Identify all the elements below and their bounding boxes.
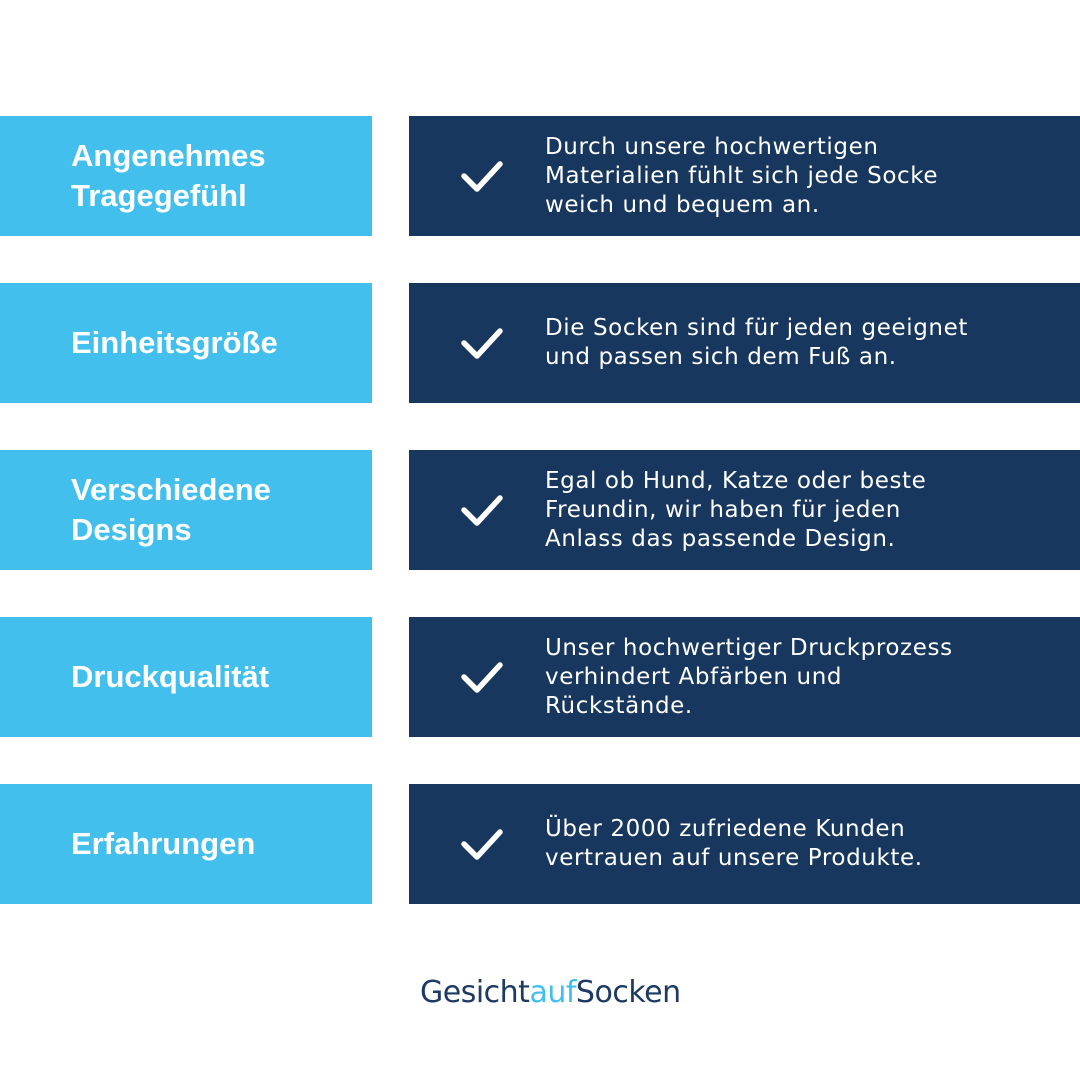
feature-title-box: Druckqualität [0, 617, 372, 737]
feature-description: Über 2000 zufriedene Kunden vertrauen au… [545, 816, 923, 871]
check-icon [461, 829, 503, 860]
check-icon [461, 328, 503, 359]
feature-description-box: Unser hochwertiger Druckprozess verhinde… [409, 617, 1080, 737]
feature-description-box: Die Socken sind für jeden geeignet und p… [409, 283, 1080, 403]
feature-description: Durch unsere hochwertigen Materialien fü… [545, 133, 939, 218]
feature-row: Einheitsgröße Die Socken sind für jeden … [0, 283, 1080, 403]
logo-part-gesicht: Gesicht [420, 975, 530, 1010]
brand-logo: GesichtaufSocken [420, 975, 681, 1010]
feature-row: Verschiedene Designs Egal ob Hund, Katze… [0, 450, 1080, 570]
feature-title: Erfahrungen [71, 826, 256, 861]
feature-description: Unser hochwertiger Druckprozess verhinde… [545, 634, 953, 719]
check-icon [461, 495, 503, 526]
feature-row: Angenehmes Tragegefühl Durch unsere hoch… [0, 116, 1080, 236]
feature-description-box: Durch unsere hochwertigen Materialien fü… [409, 116, 1080, 236]
feature-description: Die Socken sind für jeden geeignet und p… [545, 315, 968, 370]
feature-title-box: Einheitsgröße [0, 283, 372, 403]
feature-description-box: Über 2000 zufriedene Kunden vertrauen au… [409, 784, 1080, 904]
check-icon [461, 662, 503, 693]
feature-title: Verschiedene Designs [71, 472, 271, 547]
feature-title: Angenehmes Tragegefühl [71, 138, 266, 213]
check-icon [461, 161, 503, 192]
logo-part-socken: Socken [575, 975, 681, 1010]
feature-row: Druckqualität Unser hochwertiger Druckpr… [0, 617, 1080, 737]
feature-description: Egal ob Hund, Katze oder beste Freundin,… [545, 467, 927, 552]
feature-title-box: Verschiedene Designs [0, 450, 372, 570]
feature-title: Einheitsgröße [71, 325, 278, 360]
feature-title: Druckqualität [71, 659, 270, 694]
logo-part-auf: auf [529, 975, 576, 1010]
feature-title-box: Angenehmes Tragegefühl [0, 116, 372, 236]
feature-title-box: Erfahrungen [0, 784, 372, 904]
feature-description-box: Egal ob Hund, Katze oder beste Freundin,… [409, 450, 1080, 570]
feature-row: Erfahrungen Über 2000 zufriedene Kunden … [0, 784, 1080, 904]
